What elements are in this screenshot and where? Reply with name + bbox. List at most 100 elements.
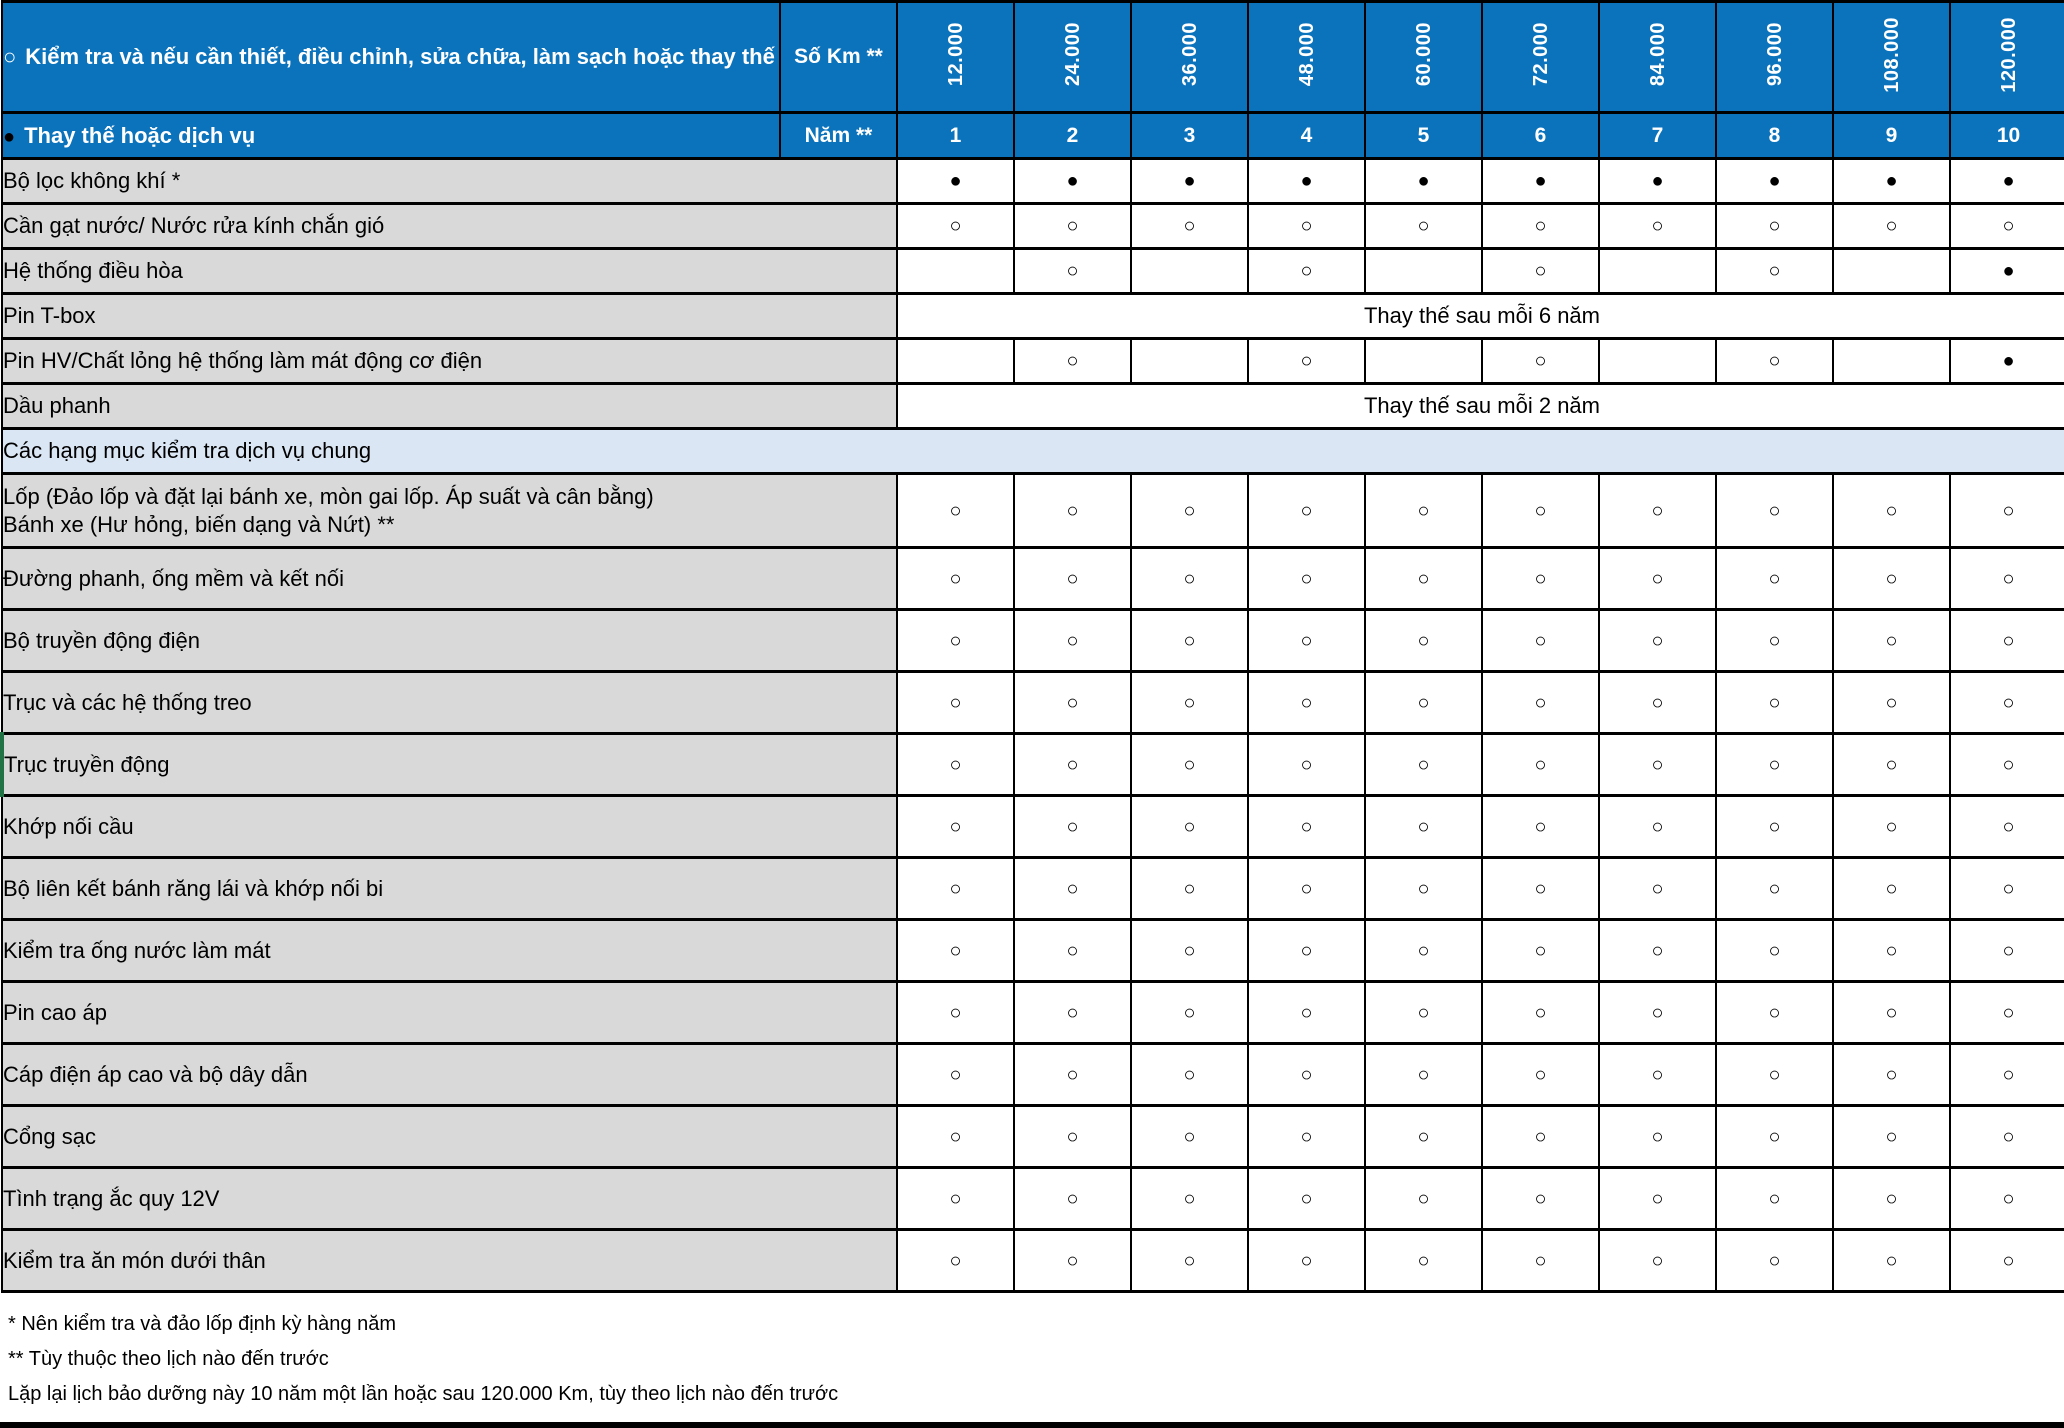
header-legend-inspect: ○ Kiểm tra và nếu cần thiết, điều chỉnh, … <box>1 0 781 114</box>
schedule-cell: ○ <box>1832 918 1951 983</box>
open-circle-icon: ○ <box>1885 691 1898 714</box>
year-column-header: 8 <box>1715 111 1834 160</box>
schedule-cell: ○ <box>1832 732 1951 797</box>
open-circle-icon: ○ <box>1417 1063 1430 1086</box>
year-unit-header: Năm ** <box>779 111 898 160</box>
schedule-cell: ○ <box>1832 794 1951 859</box>
open-circle-icon: ○ <box>1534 939 1547 962</box>
year-column-header: 7 <box>1598 111 1717 160</box>
schedule-cell: ○ <box>1481 918 1600 983</box>
km-column-header-label: 96.000 <box>1763 22 1786 87</box>
schedule-cell <box>1364 247 1483 295</box>
schedule-cell <box>1832 247 1951 295</box>
open-circle-icon: ○ <box>1417 877 1430 900</box>
km-column-header-label: 12.000 <box>944 22 967 87</box>
open-circle-icon: ○ <box>1768 260 1781 282</box>
km-column-header: 96.000 <box>1715 0 1834 114</box>
item-label: Bộ truyền động điện <box>1 608 898 673</box>
schedule-cell <box>896 247 1015 295</box>
table-row: Bộ truyền động điện ○ ○ ○ ○ ○ ○ ○ ○ ○ ○ <box>1 608 2064 673</box>
open-circle-icon: ○ <box>1300 877 1313 900</box>
schedule-cell: ○ <box>1247 546 1366 611</box>
schedule-cell: ○ <box>1130 202 1249 250</box>
section-header-label: Các hạng mục kiểm tra dịch vụ chung <box>1 427 2064 475</box>
schedule-cell: ○ <box>1364 546 1483 611</box>
open-circle-icon: ○ <box>1300 815 1313 838</box>
open-circle-icon: ○ <box>1885 499 1898 522</box>
schedule-cell: ○ <box>1247 856 1366 921</box>
open-circle-icon: ○ <box>1651 1125 1664 1148</box>
open-circle-icon: ○ <box>1768 1125 1781 1148</box>
open-circle-icon: ○ <box>949 753 962 776</box>
filled-circle-icon: ● <box>1768 170 1781 192</box>
bottom-border-bar <box>0 1422 2064 1428</box>
schedule-cell: ○ <box>1364 1042 1483 1107</box>
table-row: Hệ thống điều hòa ○ ○ ○ ○ ● <box>1 247 2064 295</box>
km-column-header: 108.000 <box>1832 0 1951 114</box>
schedule-cell: ○ <box>896 202 1015 250</box>
schedule-cell: ○ <box>1364 608 1483 673</box>
open-circle-icon: ○ <box>1300 1063 1313 1086</box>
schedule-cell: ○ <box>1832 1166 1951 1231</box>
schedule-cell: ○ <box>1949 856 2064 921</box>
schedule-cell: ○ <box>1247 1228 1366 1293</box>
km-column-header-label: 72.000 <box>1529 22 1552 87</box>
schedule-cell: ○ <box>1013 472 1132 549</box>
item-label: Trục truyền động <box>0 732 898 797</box>
open-circle-icon: ○ <box>1534 1125 1547 1148</box>
open-circle-icon: ○ <box>1651 499 1664 522</box>
open-circle-icon: ○ <box>2002 815 2015 838</box>
schedule-cell: ○ <box>1715 1166 1834 1231</box>
open-circle-icon: ○ <box>1417 567 1430 590</box>
open-circle-icon: ○ <box>949 815 962 838</box>
open-circle-icon: ○ <box>949 691 962 714</box>
km-column-header: 60.000 <box>1364 0 1483 114</box>
schedule-cell: ○ <box>1013 1228 1132 1293</box>
schedule-cell: ○ <box>1598 1104 1717 1169</box>
open-circle-icon: ○ <box>1885 1187 1898 1210</box>
item-label: Pin cao áp <box>1 980 898 1045</box>
schedule-cell: ○ <box>896 1166 1015 1231</box>
merged-interval-note: Thay thế sau mỗi 2 năm <box>896 382 2064 430</box>
open-circle-icon: ○ <box>2002 1001 2015 1024</box>
open-circle-icon: ○ <box>1300 499 1313 522</box>
open-circle-icon: ○ <box>1066 1063 1079 1086</box>
filled-circle-icon: ● <box>2002 260 2015 282</box>
year-column-header: 5 <box>1364 111 1483 160</box>
schedule-cell: ○ <box>1715 472 1834 549</box>
open-circle-icon: ○ <box>1066 939 1079 962</box>
merged-interval-note: Thay thế sau mỗi 6 năm <box>896 292 2064 340</box>
open-circle-icon: ○ <box>949 1249 962 1272</box>
schedule-cell: ○ <box>1130 546 1249 611</box>
open-circle-icon: ○ <box>1183 1063 1196 1086</box>
schedule-cell: ● <box>1715 157 1834 205</box>
item-label: Dầu phanh <box>1 382 898 430</box>
schedule-cell: ○ <box>1715 608 1834 673</box>
open-circle-icon: ○ <box>1885 215 1898 237</box>
maintenance-schedule-table: ○ Kiểm tra và nếu cần thiết, điều chỉnh, … <box>0 0 2064 1293</box>
schedule-cell: ○ <box>1247 337 1366 385</box>
header-legend-replace: ● Thay thế hoặc dịch vụ <box>1 111 781 160</box>
item-label: Cần gạt nước/ Nước rửa kính chắn gió <box>1 202 898 250</box>
table-row: Pin HV/Chất lỏng hệ thống làm mát động c… <box>1 337 2064 385</box>
schedule-cell: ● <box>1013 157 1132 205</box>
open-circle-icon: ○ <box>1768 629 1781 652</box>
open-circle-icon: ○ <box>2002 499 2015 522</box>
open-circle-icon: ○ <box>2002 939 2015 962</box>
open-circle-icon: ○ <box>1651 939 1664 962</box>
open-circle-icon: ○ <box>1534 753 1547 776</box>
open-circle-icon: ○ <box>1534 350 1547 372</box>
open-circle-icon: ○ <box>1768 1249 1781 1272</box>
schedule-cell: ○ <box>1247 670 1366 735</box>
footnote-3: Lặp lại lịch bảo dưỡng này 10 năm một lầ… <box>8 1383 839 1405</box>
schedule-cell <box>1130 247 1249 295</box>
item-label: Lốp (Đảo lốp và đặt lại bánh xe, mòn gai… <box>1 472 898 549</box>
open-circle-icon: ○ <box>1651 1187 1664 1210</box>
item-label: Cáp điện áp cao và bộ dây dẫn <box>1 1042 898 1107</box>
table-row: Trục và các hệ thống treo ○ ○ ○ ○ ○ ○ ○ ○ ○ ○ <box>1 670 2064 735</box>
schedule-cell: ○ <box>1481 1104 1600 1169</box>
header-row-km: ○ Kiểm tra và nếu cần thiết, điều chỉnh, … <box>1 0 2064 114</box>
km-column-header-label: 84.000 <box>1646 22 1669 87</box>
schedule-cell: ○ <box>1949 1104 2064 1169</box>
